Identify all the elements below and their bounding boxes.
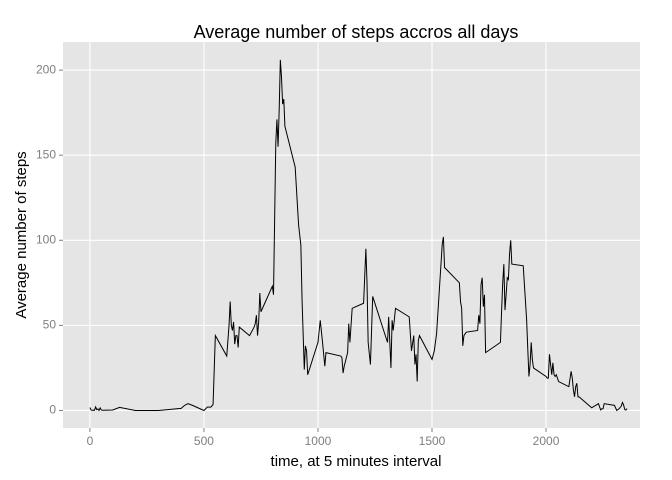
y-tick-label: 0 bbox=[49, 403, 56, 417]
x-tick-label: 1500 bbox=[419, 434, 446, 448]
chart-title: Average number of steps accros all days bbox=[194, 22, 519, 42]
x-tick-label: 0 bbox=[87, 434, 94, 448]
y-tick-label: 150 bbox=[36, 147, 56, 161]
data-line bbox=[89, 59, 628, 412]
x-tick-label: 1000 bbox=[305, 434, 332, 448]
panel bbox=[63, 42, 640, 428]
x-tick-label: 500 bbox=[194, 434, 214, 448]
y-tick-label: 200 bbox=[36, 62, 56, 76]
x-tick-label: 2000 bbox=[533, 434, 560, 448]
y-axis-label: Average number of steps bbox=[13, 151, 30, 318]
y-tick-label: 50 bbox=[43, 318, 57, 332]
y-tick-label: 100 bbox=[36, 232, 56, 246]
x-axis-label: time, at 5 minutes interval bbox=[271, 453, 442, 470]
